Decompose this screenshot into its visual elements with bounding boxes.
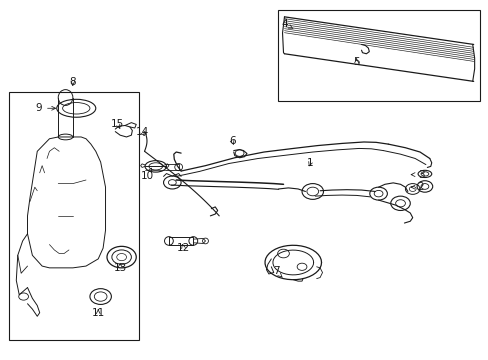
Text: 3: 3: [410, 170, 424, 180]
Text: 15: 15: [111, 120, 124, 129]
Text: 10: 10: [140, 168, 153, 181]
Text: 2: 2: [410, 182, 424, 192]
Text: 1: 1: [306, 158, 313, 168]
Text: 12: 12: [177, 243, 190, 253]
Text: 9: 9: [35, 103, 56, 113]
Text: 4: 4: [281, 19, 292, 29]
Text: 5: 5: [353, 57, 359, 67]
Bar: [277, 10, 479, 101]
Text: 6: 6: [228, 136, 235, 146]
Bar: [9, 92, 139, 339]
Text: 13: 13: [113, 263, 126, 273]
Text: 14: 14: [135, 127, 148, 136]
Text: 11: 11: [91, 308, 104, 318]
Text: 8: 8: [69, 77, 76, 87]
Text: 7: 7: [272, 266, 282, 277]
